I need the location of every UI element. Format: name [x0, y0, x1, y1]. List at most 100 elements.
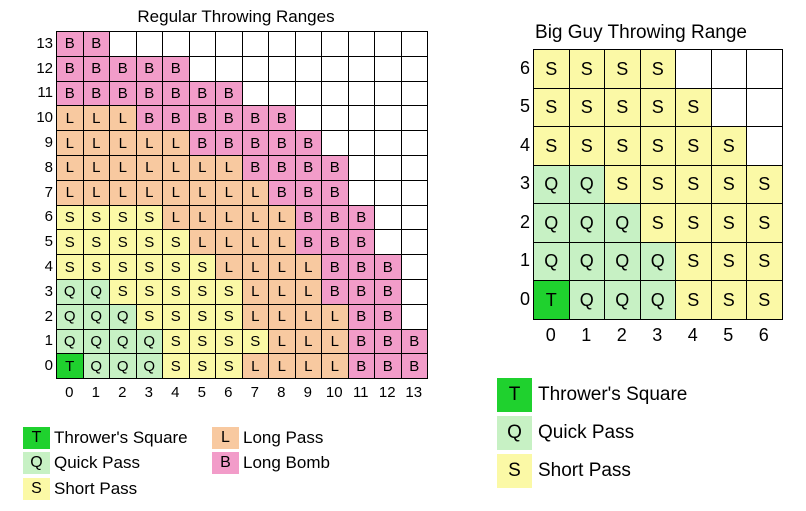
range-cell-s: S [136, 205, 163, 231]
range-cell-b: B [189, 81, 216, 107]
range-cell-s: S [189, 279, 216, 305]
legend-swatch: Q [23, 452, 50, 474]
empty-cell [189, 32, 216, 57]
empty-cell [401, 81, 428, 107]
empty-cell [375, 32, 402, 57]
x-axis-tick: 2 [118, 384, 127, 402]
empty-cell [348, 131, 375, 156]
range-cell-b: B [216, 131, 243, 156]
range-cell-s: S [569, 88, 605, 127]
y-axis-tick: 2 [44, 307, 53, 325]
range-cell-l: L [83, 106, 110, 132]
y-axis-tick: 2 [519, 211, 530, 232]
range-cell-l: L [295, 354, 322, 380]
range-cell-q: Q [57, 304, 84, 330]
legend-item-quick-pass: Q Quick Pass [497, 416, 634, 450]
empty-cell [401, 255, 428, 280]
legend-swatch: S [497, 454, 532, 488]
y-axis-tick: 0 [519, 288, 530, 309]
range-cell-s: S [216, 304, 243, 330]
range-cell-s: S [216, 329, 243, 355]
range-cell-s: S [605, 127, 641, 166]
range-cell-q: Q [534, 165, 570, 204]
range-cell-t: T [534, 281, 570, 320]
empty-cell [189, 56, 216, 82]
regular-ranges-title: Regular Throwing Ranges [137, 7, 335, 26]
y-axis-tick: 3 [44, 282, 53, 300]
range-cell-l: L [189, 230, 216, 256]
range-cell-l: L [216, 255, 243, 280]
range-cell-s: S [676, 281, 712, 320]
range-cell-b: B [401, 329, 428, 355]
empty-cell [242, 56, 269, 82]
range-cell-b: B [322, 279, 349, 305]
empty-cell [295, 106, 322, 132]
x-axis-tick: 6 [758, 324, 769, 345]
range-cell-s: S [110, 205, 137, 231]
empty-cell [269, 56, 296, 82]
range-cell-l: L [163, 155, 190, 181]
range-cell-l: L [110, 155, 137, 181]
empty-cell [747, 88, 783, 127]
range-cell-q: Q [83, 329, 110, 355]
y-axis-tick: 8 [44, 158, 53, 176]
range-cell-q: Q [83, 354, 110, 380]
range-cell-s: S [189, 304, 216, 330]
range-cell-s: S [57, 255, 84, 280]
range-cell-l: L [110, 106, 137, 132]
range-cell-l: L [269, 304, 296, 330]
range-cell-b: B [216, 106, 243, 132]
empty-cell [375, 106, 402, 132]
range-cell-b: B [348, 279, 375, 305]
empty-cell [295, 32, 322, 57]
range-cell-b: B [348, 230, 375, 256]
y-axis-tick: 10 [36, 109, 53, 127]
range-cell-s: S [163, 329, 190, 355]
range-cell-l: L [136, 131, 163, 156]
range-cell-b: B [322, 180, 349, 206]
range-cell-s: S [534, 127, 570, 166]
range-cell-b: B [401, 354, 428, 380]
range-cell-l: L [322, 329, 349, 355]
range-cell-b: B [295, 205, 322, 231]
range-cell-b: B [136, 106, 163, 132]
range-cell-s: S [676, 165, 712, 204]
range-cell-s: S [605, 165, 641, 204]
range-cell-s: S [136, 255, 163, 280]
y-axis-tick: 6 [44, 208, 53, 226]
x-axis-tick: 1 [581, 324, 592, 345]
range-cell-s: S [711, 165, 747, 204]
range-cell-s: S [640, 165, 676, 204]
range-cell-l: L [242, 354, 269, 380]
legend-item-long-bomb: B Long Bomb [212, 452, 330, 474]
range-cell-b: B [322, 230, 349, 256]
range-cell-q: Q [605, 242, 641, 281]
range-cell-b: B [269, 131, 296, 156]
empty-cell [295, 81, 322, 107]
range-cell-l: L [216, 155, 243, 181]
empty-cell [348, 180, 375, 206]
empty-cell [322, 81, 349, 107]
legend-label: Thrower's Square [538, 384, 688, 405]
range-cell-b: B [295, 155, 322, 181]
range-cell-b: B [269, 155, 296, 181]
range-cell-s: S [110, 279, 137, 305]
range-cell-s: S [110, 230, 137, 256]
range-cell-s: S [534, 50, 570, 89]
y-axis-tick: 4 [519, 134, 530, 155]
range-cell-b: B [375, 354, 402, 380]
y-axis-tick: 5 [44, 233, 53, 251]
x-axis-tick: 12 [378, 384, 396, 402]
range-cell-l: L [110, 180, 137, 206]
range-cell-s: S [711, 127, 747, 166]
legend-swatch: L [212, 427, 239, 449]
range-cell-q: Q [534, 204, 570, 243]
range-cell-b: B [295, 180, 322, 206]
range-cell-l: L [189, 155, 216, 181]
range-cell-q: Q [534, 242, 570, 281]
range-cell-b: B [136, 81, 163, 107]
legend-swatch: B [212, 452, 239, 474]
empty-cell [401, 32, 428, 57]
range-cell-b: B [375, 329, 402, 355]
